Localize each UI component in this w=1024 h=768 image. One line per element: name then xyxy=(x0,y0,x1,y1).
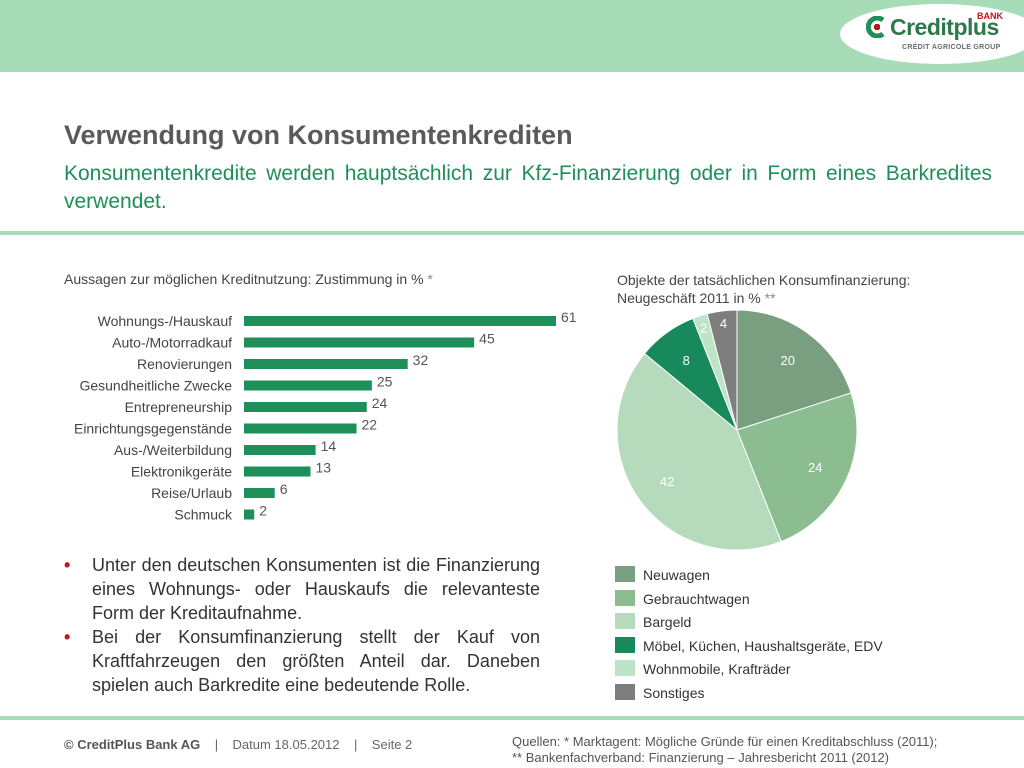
pie-chart-footnote-marker: ** xyxy=(764,290,776,306)
bar-value-label: 2 xyxy=(259,503,267,519)
bullet-text-2: Bei der Konsumfinanzierung stellt der Ka… xyxy=(92,627,540,695)
pie-value-label: 42 xyxy=(660,474,674,489)
bar-category-label: Aus-/Weiterbildung xyxy=(114,442,232,458)
pie-chart-title: Objekte der tatsächlichen Konsumfinanzie… xyxy=(617,271,910,307)
footer-page-number: Seite 2 xyxy=(371,737,413,752)
pie-value-label: 8 xyxy=(683,353,690,368)
pie-chart-title-line1: Objekte der tatsächlichen Konsumfinanzie… xyxy=(617,272,911,288)
legend-swatch xyxy=(615,683,635,700)
logo-bank-badge: BANK xyxy=(977,11,1003,21)
bar-value-label: 25 xyxy=(377,374,393,390)
legend-label: Gebrauchtwagen xyxy=(643,590,750,607)
bullet-item: • Unter den deutschen Konsumenten ist di… xyxy=(64,553,540,625)
bar xyxy=(244,316,556,326)
bar-category-label: Wohnungs-/Hauskauf xyxy=(98,313,232,329)
bar-category-label: Schmuck xyxy=(174,507,233,523)
bar-value-label: 14 xyxy=(321,438,337,454)
pie-slice xyxy=(736,309,852,431)
logo-wordmark: Creditplus xyxy=(890,14,999,40)
legend-label: Wohnmobile, Krafträder xyxy=(643,661,791,677)
footer-meta: © CreditPlus Bank AG | Datum 18.05.2012 … xyxy=(64,737,412,752)
bar-category-label: Gesundheitliche Zwecke xyxy=(79,378,232,394)
legend-label: Möbel, Küchen, Haushaltsgeräte, EDV xyxy=(643,637,883,654)
bullet-marker: • xyxy=(64,627,71,647)
bar-chart: Wohnungs-/Hauskauf 61 Auto-/Motorradkauf 45… xyxy=(74,309,577,523)
bar-category-label: Elektronikgeräte xyxy=(131,464,232,480)
legend-label: Bargeld xyxy=(643,614,692,630)
bar-value-label: 45 xyxy=(479,331,495,347)
bullet-marker: • xyxy=(64,555,71,575)
pie-slice xyxy=(706,309,738,431)
legend-label: Neuwagen xyxy=(643,567,710,583)
divider-bottom xyxy=(0,716,1024,720)
footer-date: Datum 18.05.2012 xyxy=(232,737,340,752)
bar xyxy=(244,445,316,455)
bar xyxy=(244,380,372,391)
page-title: Verwendung von Konsumentenkrediten xyxy=(64,120,573,150)
bar-value-label: 13 xyxy=(315,460,331,476)
bar-category-label: Entrepreneurship xyxy=(125,399,233,415)
bar xyxy=(244,488,275,498)
bar xyxy=(244,359,408,369)
footer-separator: | xyxy=(214,737,219,752)
legend-swatch xyxy=(615,660,635,676)
legend-swatch xyxy=(615,566,635,582)
legend-swatch xyxy=(615,636,635,653)
bar-chart-footnote-marker: * xyxy=(427,271,433,287)
bullet-text-1: Unter den deutschen Konsumenten ist die … xyxy=(92,555,540,623)
page-subtitle: Konsumentenkredite werden hauptsächlich … xyxy=(64,162,992,213)
bar-chart-title-text: Aussagen zur möglichen Kreditnutzung: Zu… xyxy=(64,271,424,287)
bar-value-label: 6 xyxy=(280,481,288,497)
legend-swatch xyxy=(615,613,635,629)
bar-category-label: Auto-/Motorradkauf xyxy=(112,335,232,351)
footer-source-1: Quellen: * Marktagent: Mögliche Gründe f… xyxy=(512,734,938,749)
bullet-list: • Unter den deutschen Konsumenten ist di… xyxy=(64,553,540,697)
creditplus-logo-icon xyxy=(866,16,885,38)
legend-label: Sonstiges xyxy=(643,684,705,701)
pie-chart: 20 24 42 8 2 4 xyxy=(616,309,858,551)
divider-top xyxy=(0,231,1024,235)
bar-value-label: 22 xyxy=(362,417,378,433)
bar-category-label: Einrichtungsgegenstände xyxy=(74,421,232,437)
bar xyxy=(244,466,311,477)
bar-category-label: Renovierungen xyxy=(137,356,232,372)
pie-value-label: 2 xyxy=(700,320,707,335)
bar-chart-title: Aussagen zur möglichen Kreditnutzung: Zu… xyxy=(64,270,433,288)
logo-subline: CRÉDIT AGRICOLE GROUP xyxy=(902,44,1001,51)
bar xyxy=(244,402,367,412)
bar xyxy=(244,509,255,520)
pie-slice xyxy=(616,352,782,551)
pie-value-label: 4 xyxy=(720,316,727,331)
bar xyxy=(244,337,475,348)
footer-separator: | xyxy=(353,737,358,752)
pie-value-label: 24 xyxy=(808,460,822,475)
bar xyxy=(244,423,357,434)
bar-value-label: 32 xyxy=(413,352,429,368)
pie-value-label: 20 xyxy=(781,353,795,368)
bullet-item: • Bei der Konsumfinanzierung stellt der … xyxy=(64,625,540,697)
bar-value-label: 24 xyxy=(372,395,388,411)
legend-swatch xyxy=(615,589,635,606)
pie-chart-title-line2: Neugeschäft 2011 in % xyxy=(617,290,761,306)
bar-category-label: Reise/Urlaub xyxy=(151,485,232,501)
footer-source-2: ** Bankenfachverband: Finanzierung – Jah… xyxy=(512,750,889,765)
footer-company: © CreditPlus Bank AG xyxy=(64,737,201,752)
footer-sources: Quellen: * Marktagent: Mögliche Gründe f… xyxy=(512,734,937,766)
bar-value-label: 61 xyxy=(561,309,577,325)
